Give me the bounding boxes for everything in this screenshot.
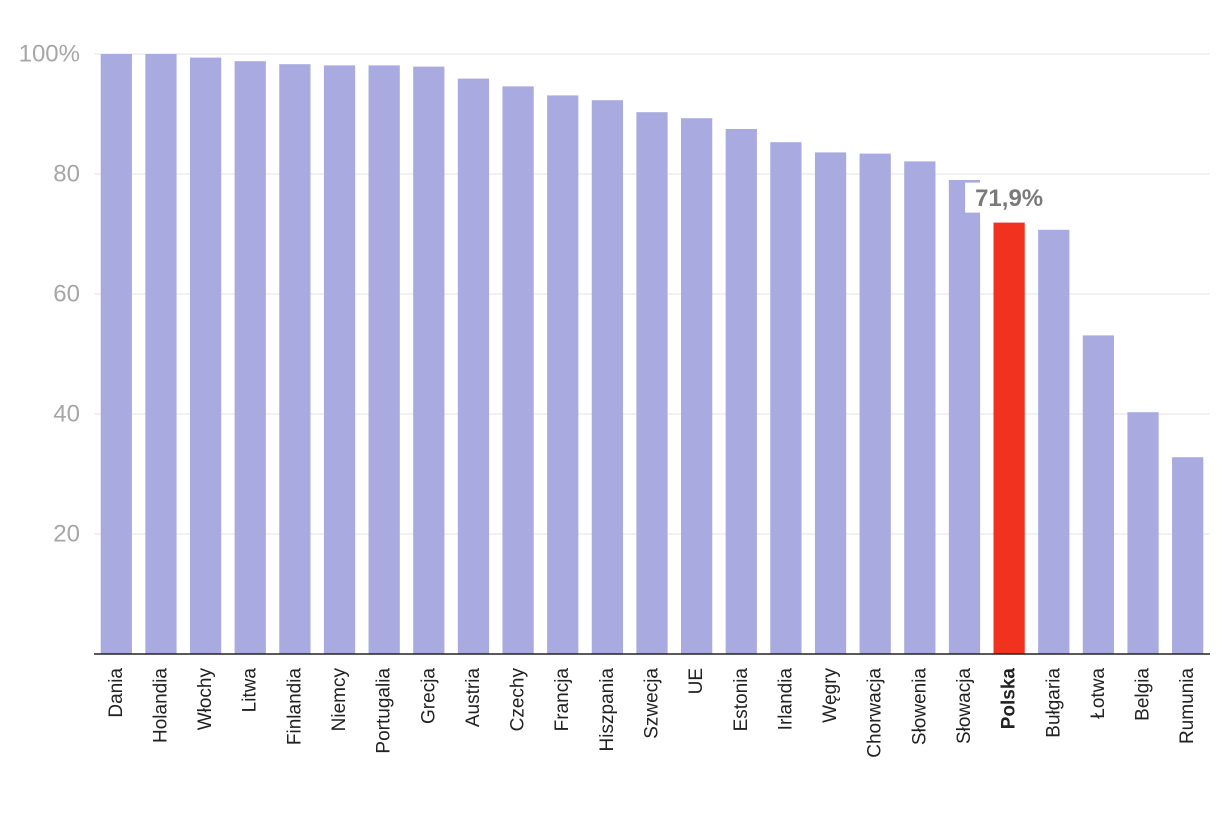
x-tick-label: Polska bbox=[999, 668, 1020, 730]
bar bbox=[279, 64, 311, 654]
bar bbox=[100, 54, 132, 654]
x-tick-label: Słowacja bbox=[954, 668, 975, 744]
bar bbox=[323, 65, 356, 654]
y-axis-ticks: 20 40 60 80 100% bbox=[19, 41, 80, 548]
bar bbox=[859, 153, 891, 654]
x-tick-label: Finlandia bbox=[284, 668, 305, 746]
x-tick-label: Bułgaria bbox=[1043, 668, 1064, 738]
bar bbox=[1172, 457, 1204, 654]
bar bbox=[368, 65, 400, 654]
bar bbox=[1127, 412, 1159, 654]
x-tick-label: Holandia bbox=[150, 668, 171, 743]
x-tick-label: Szwecja bbox=[642, 668, 663, 739]
x-tick-label: Słowenia bbox=[909, 668, 930, 746]
bar bbox=[636, 112, 668, 654]
bar bbox=[725, 129, 757, 654]
x-tick-label: Włochy bbox=[195, 668, 216, 731]
bar bbox=[234, 61, 266, 654]
bar bbox=[145, 54, 177, 654]
bar bbox=[547, 95, 579, 654]
y-tick-label: 60 bbox=[53, 281, 80, 308]
x-tick-label: Austria bbox=[463, 668, 484, 728]
x-tick-label: Chorwacja bbox=[865, 668, 886, 758]
bar bbox=[993, 222, 1025, 654]
x-tick-label: Węgry bbox=[820, 668, 841, 723]
bar bbox=[1082, 335, 1115, 654]
bar bbox=[502, 86, 534, 654]
x-axis-labels: Dania Holandia Włochy Litwa Finlandia Niemcy P… bbox=[106, 668, 1198, 758]
x-tick-label: Francja bbox=[552, 668, 573, 732]
x-tick-label: Litwa bbox=[240, 668, 261, 713]
bar bbox=[948, 180, 981, 654]
y-tick-label: 100% bbox=[19, 41, 80, 68]
bar bbox=[413, 66, 445, 655]
x-tick-label: Czechy bbox=[508, 668, 529, 732]
x-tick-label: Belgia bbox=[1133, 668, 1154, 721]
data-label: 71,9% bbox=[975, 185, 1043, 212]
bars bbox=[100, 54, 1204, 655]
annotations: 71,9% bbox=[965, 182, 1054, 213]
bar bbox=[814, 152, 847, 654]
x-tick-label: Hiszpania bbox=[597, 668, 618, 752]
x-tick-label: Estonia bbox=[731, 668, 752, 732]
x-tick-label: Dania bbox=[106, 668, 127, 718]
value-label-background bbox=[965, 182, 1054, 213]
bar bbox=[1038, 229, 1070, 655]
x-tick-label: Niemcy bbox=[329, 668, 350, 732]
y-tick-label: 20 bbox=[53, 521, 80, 548]
bar bbox=[591, 100, 623, 654]
bar bbox=[457, 78, 490, 655]
x-tick-label: Rumunia bbox=[1177, 668, 1198, 744]
y-tick-label: 40 bbox=[53, 401, 80, 428]
bar bbox=[681, 118, 713, 654]
bar bbox=[904, 161, 936, 654]
x-tick-label: Portugalia bbox=[374, 668, 395, 754]
x-tick-label: UE bbox=[686, 668, 707, 694]
bar bbox=[189, 57, 222, 655]
y-tick-label: 80 bbox=[53, 161, 80, 188]
x-tick-label: Irlandia bbox=[775, 668, 796, 731]
x-tick-label: Grecja bbox=[418, 668, 439, 724]
x-tick-label: Łotwa bbox=[1088, 668, 1109, 719]
bar bbox=[770, 142, 802, 654]
